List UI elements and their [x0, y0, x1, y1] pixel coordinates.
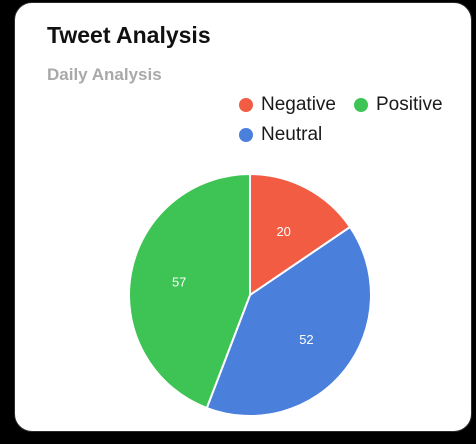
chart-title: Tweet Analysis — [47, 22, 211, 48]
chart-subtitle: Daily Analysis — [47, 65, 162, 84]
legend-dot-neutral — [239, 128, 253, 142]
pie-slice-neutral[interactable] — [205, 226, 372, 417]
pie-slice-negative[interactable] — [249, 173, 352, 296]
pie-chart: 20 52 57 — [127, 173, 372, 417]
legend-label-negative: Negative — [261, 94, 336, 115]
legend-label-positive: Positive — [376, 94, 443, 115]
legend-dot-negative — [239, 98, 253, 112]
pie-slice-positive[interactable] — [127, 173, 251, 410]
legend-item-negative[interactable]: Negative — [239, 94, 336, 116]
legend-label-neutral: Neutral — [261, 124, 323, 145]
data-label-negative: 20 — [276, 224, 290, 239]
legend-item-neutral[interactable]: Neutral — [239, 124, 322, 146]
legend-item-positive[interactable]: Positive — [354, 94, 443, 116]
chart-card: Tweet Analysis Daily Analysis Negative P… — [14, 2, 472, 432]
legend-dot-positive — [354, 98, 368, 112]
data-label-neutral: 52 — [299, 332, 313, 347]
data-label-positive: 57 — [172, 274, 186, 289]
